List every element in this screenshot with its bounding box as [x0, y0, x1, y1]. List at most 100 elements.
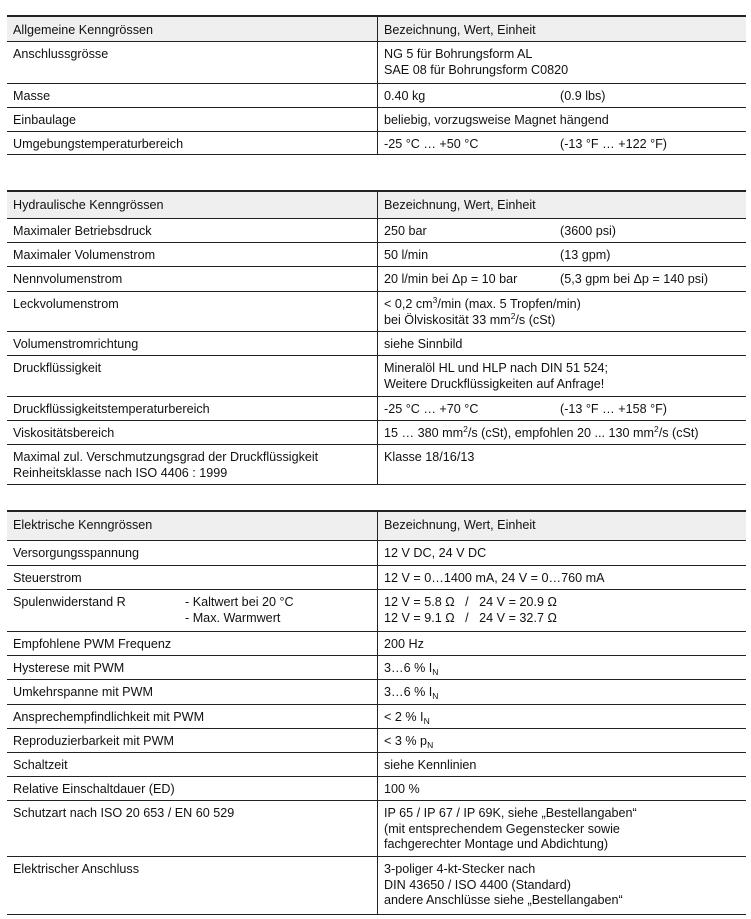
table-row: Nennvolumenstrom 20 l/min bei Δp = 10 bar… — [7, 267, 746, 292]
column-header-value: Bezeichnung, Wert, Einheit — [377, 512, 746, 540]
value-line: 12 V = 5.8 Ω / 24 V = 20.9 Ω — [384, 595, 746, 611]
table-row: Reproduzierbarkeit mit PWM < 3 % pN — [7, 729, 746, 753]
value-cell: -25 °C … +70 °C (-13 °F … +158 °F) — [377, 397, 746, 420]
value-line: (mit entsprechendem Gegenstecker sowie — [384, 822, 746, 838]
parameter-label: Elektrischer Anschluss — [13, 862, 139, 876]
value-text: -25 °C … +50 °C — [384, 137, 479, 151]
value-text: IP 65 / IP 67 / IP 69K, siehe „Bestellan… — [384, 806, 637, 820]
value-text: Mineralöl HL und HLP nach DIN 51 524; — [384, 361, 609, 375]
value-text: 20 l/min bei Δp = 10 bar — [384, 272, 518, 286]
value-line: DIN 43650 / ISO 4400 (Standard) — [384, 878, 746, 894]
parameter-cell: Viskositätsbereich — [7, 421, 377, 444]
parameter-label: Empfohlene PWM Frequenz — [13, 637, 172, 651]
subscript: N — [432, 691, 439, 701]
value-text: siehe Sinnbild — [384, 337, 463, 351]
imperial-value: (3600 psi) — [560, 224, 617, 238]
value-cell: Mineralöl HL und HLP nach DIN 51 524; Wei… — [377, 356, 746, 396]
parameter-sublabels: - Kaltwert bei 20 °C - Max. Warmwert — [185, 595, 294, 626]
value-text: < 3 % p — [384, 734, 428, 748]
parameter-cell: Spulenwiderstand R - Kaltwert bei 20 °C - … — [7, 590, 377, 631]
value-line: Weitere Druckflüssigkeiten auf Anfrage! — [384, 377, 746, 393]
parameter-label: Reinheitsklasse nach ISO 4406 : 1999 — [13, 465, 228, 480]
table-row: Viskositätsbereich 15 … 380 mm2/s (cSt), … — [7, 421, 746, 445]
parameter-label: Umgebungstemperaturbereich — [13, 137, 184, 151]
value-line: IP 65 / IP 67 / IP 69K, siehe „Bestellan… — [384, 806, 746, 822]
parameter-label: Ansprechempfindlichkeit mit PWM — [13, 710, 205, 724]
value-line: 3-poliger 4-kt-Stecker nach — [384, 862, 746, 878]
parameter-label: Druckflüssigkeitstemperaturbereich — [13, 402, 210, 416]
value-text: beliebig, vorzugsweise Magnet hängend — [384, 113, 609, 127]
value-cell: 15 … 380 mm2/s (cSt), empfohlen 20 ... 1… — [377, 421, 746, 444]
parameter-cell: Umkehrspanne mit PWM — [7, 680, 377, 704]
parameter-cell: Versorgungsspannung — [7, 541, 377, 565]
parameter-label: Masse — [13, 89, 51, 103]
superscript: 3 — [432, 295, 438, 305]
value-cell: NG 5 für Bohrungsform AL SAE 08 für Bohru… — [377, 42, 746, 83]
value-cell: siehe Kennlinien — [377, 753, 746, 776]
value-cell: 250 bar (3600 psi) — [377, 219, 746, 242]
value-text: Weitere Druckflüssigkeiten auf Anfrage! — [384, 376, 605, 391]
table-row: Elektrischer Anschluss 3-poliger 4-kt-Ste… — [7, 857, 746, 915]
parameter-label: Relative Einschaltdauer (ED) — [13, 782, 175, 796]
value-text: 200 Hz — [384, 637, 424, 651]
parameter-cell: Druckflüssigkeit — [7, 356, 377, 396]
parameter-label: Schaltzeit — [13, 758, 68, 772]
parameter-cell: Steuerstrom — [7, 566, 377, 589]
value-cell: 200 Hz — [377, 632, 746, 655]
table-row: Druckflüssigkeitstemperaturbereich -25 °C… — [7, 397, 746, 421]
table-row: Einbaulage beliebig, vorzugsweise Magnet … — [7, 108, 746, 132]
parameter-cell: Druckflüssigkeitstemperaturbereich — [7, 397, 377, 420]
parameter-sublabel: - Max. Warmwert — [185, 610, 281, 625]
table-row: Spulenwiderstand R - Kaltwert bei 20 °C - … — [7, 590, 746, 632]
value-text: andere Anschlüsse siehe „Bestellangaben“ — [384, 893, 623, 907]
value-line: 250 bar (3600 psi) — [384, 224, 746, 240]
table-header-row: Hydraulische Kenngrössen Bezeichnung, Wer… — [7, 192, 746, 219]
value-line: -25 °C … +70 °C (-13 °F … +158 °F) — [384, 402, 746, 418]
parameter-cell: Masse — [7, 84, 377, 107]
parameter-cell: Volumenstromrichtung — [7, 332, 377, 355]
value-text: SAE 08 für Bohrungsform C0820 — [384, 62, 569, 77]
value-cell: 100 % — [377, 777, 746, 800]
table-header-row: Allgemeine Kenngrössen Bezeichnung, Wert,… — [7, 17, 746, 42]
parameter-label: Spulenwiderstand R — [13, 595, 126, 609]
parameter-label: Anschlussgrösse — [13, 47, 109, 61]
value-text: DIN 43650 / ISO 4400 (Standard) — [384, 877, 571, 892]
value-cell: 3…6 % IN — [377, 680, 746, 704]
imperial-value: (-13 °F … +122 °F) — [560, 137, 668, 151]
value-line: SAE 08 für Bohrungsform C0820 — [384, 63, 746, 79]
value-line: 12 V = 0…1400 mA, 24 V = 0…760 mA — [384, 571, 746, 587]
parameter-cell: Maximaler Betriebsdruck — [7, 219, 377, 242]
table-row: Schutzart nach ISO 20 653 / EN 60 529 IP … — [7, 801, 746, 857]
superscript: 2 — [463, 424, 468, 434]
value-text: 0.40 kg — [384, 89, 426, 103]
imperial-value: (0.9 lbs) — [560, 89, 606, 103]
value-cell: < 3 % pN — [377, 729, 746, 752]
imperial-value: (-13 °F … +158 °F) — [560, 402, 668, 416]
value-text: 3…6 % I — [384, 661, 433, 675]
table-header-row: Elektrische Kenngrössen Bezeichnung, Wert… — [7, 512, 746, 541]
value-text: /s (cSt) — [658, 426, 699, 440]
parameter-label: Reproduzierbarkeit mit PWM — [13, 734, 174, 748]
value-cell: 12 V = 5.8 Ω / 24 V = 20.9 Ω 12 V = 9.1 Ω… — [377, 590, 746, 631]
value-cell: -25 °C … +50 °C (-13 °F … +122 °F) — [377, 132, 746, 154]
superscript: 2 — [510, 310, 516, 321]
parameter-cell: Maximal zul. Verschmutzungsgrad der Druc… — [7, 445, 377, 484]
value-cell: siehe Sinnbild — [377, 332, 746, 355]
parameter-cell: Maximaler Volumenstrom — [7, 243, 377, 266]
value-cell: Klasse 18/16/13 — [377, 445, 746, 484]
parameter-cell: Empfohlene PWM Frequenz — [7, 632, 377, 655]
table-row: Masse 0.40 kg (0.9 lbs) — [7, 84, 746, 108]
column-header-value: Bezeichnung, Wert, Einheit — [377, 192, 746, 218]
table-row: Schaltzeit siehe Kennlinien — [7, 753, 746, 777]
value-line: 12 V DC, 24 V DC — [384, 546, 746, 562]
value-cell: 3-poliger 4-kt-Stecker nach DIN 43650 / I… — [377, 857, 746, 914]
parameter-label: Leckvolumenstrom — [13, 297, 119, 311]
electrical-specs-table: Elektrische Kenngrössen Bezeichnung, Wert… — [7, 510, 746, 915]
parameter-label: Druckflüssigkeit — [13, 361, 102, 375]
table-row: Hysterese mit PWM 3…6 % IN — [7, 656, 746, 680]
value-text: 15 … 380 mm — [384, 426, 464, 440]
parameter-label: Viskositätsbereich — [13, 426, 115, 440]
value-text: fachgerechter Montage und Abdichtung) — [384, 837, 609, 851]
subscript: N — [423, 716, 430, 726]
parameter-sublabel: - Kaltwert bei 20 °C — [185, 595, 294, 609]
